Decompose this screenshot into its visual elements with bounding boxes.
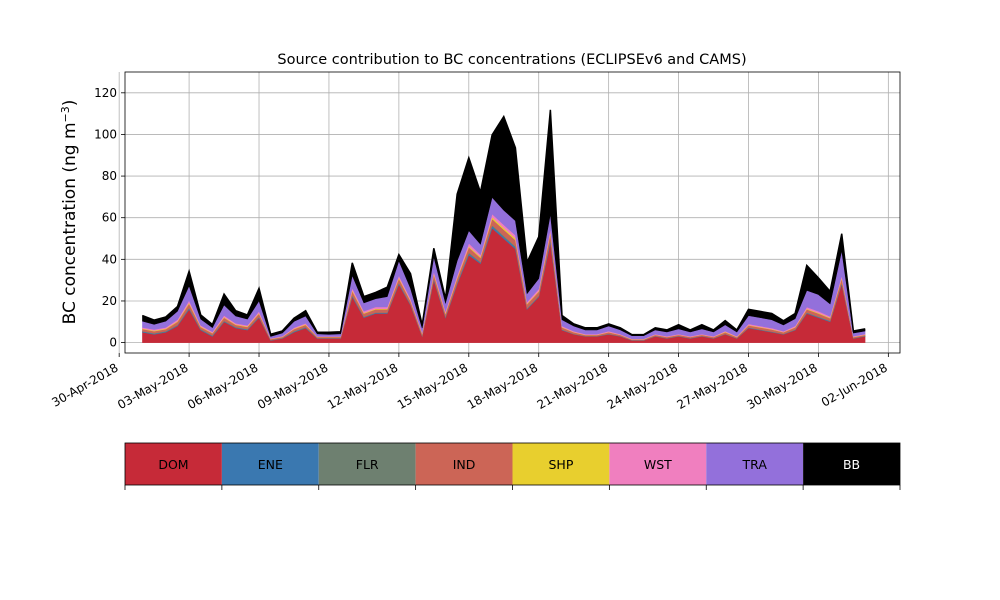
colorbar-swatch-flr (318, 443, 416, 485)
y-tick-label: 20 (102, 294, 117, 308)
y-axis-label-main: BC concentration (ng m (60, 122, 80, 324)
colorbar-label: IND (453, 457, 476, 472)
x-tick-label: 30-May-2018 (744, 360, 819, 412)
x-tick-label: 24-May-2018 (605, 360, 680, 412)
colorbar-swatch-shp (512, 443, 610, 485)
colorbar-label: BB (843, 457, 860, 472)
y-axis-label: BC concentration (ng m−3) (59, 100, 80, 325)
colorbar-label: ENE (258, 457, 283, 472)
colorbar-swatch-dom (125, 443, 222, 485)
colorbar-label: WST (644, 457, 672, 472)
x-tick-label: 30-Apr-2018 (49, 360, 120, 409)
y-tick-label: 100 (94, 127, 117, 141)
colorbar-label: TRA (742, 457, 768, 472)
x-tick-label: 06-May-2018 (185, 360, 260, 412)
colorbar-swatch-ene (221, 443, 319, 485)
x-axis-ticks: 30-Apr-201803-May-201806-May-201809-May-… (49, 353, 890, 412)
y-tick-label: 80 (102, 169, 117, 183)
x-tick-label: 27-May-2018 (675, 360, 750, 412)
colorbar-swatch-bb (803, 443, 900, 485)
total-outline (142, 109, 866, 336)
plot-frame (124, 71, 901, 354)
colorbar-swatch-ind (415, 443, 513, 485)
y-tick-label: 0 (109, 336, 117, 350)
y-tick-label: 40 (102, 252, 117, 266)
x-tick-label: 15-May-2018 (395, 360, 470, 412)
x-tick-label: 12-May-2018 (325, 360, 400, 412)
chart-title: Source contribution to BC concentrations… (277, 52, 746, 68)
colorbar-label: DOM (158, 457, 188, 472)
y-tick-label: 60 (102, 211, 117, 225)
y-axis-label-close: ) (60, 100, 80, 107)
stacked-area-layers (142, 109, 866, 343)
source-colorbar-legend: DOM ENE FLR IND SHP WST TRA BB (124, 442, 901, 490)
x-tick-label: 09-May-2018 (255, 360, 330, 412)
x-tick-label: 21-May-2018 (535, 360, 610, 412)
x-tick-label: 02-Jun-2018 (819, 360, 890, 409)
y-tick-label: 120 (94, 86, 117, 100)
y-axis-label-unit-exponent: −3 (59, 106, 72, 122)
x-tick-label: 03-May-2018 (115, 360, 190, 412)
y-axis-ticks: 0 20 40 60 80 100 120 (94, 86, 125, 350)
colorbar-label: FLR (356, 457, 379, 472)
x-tick-label: 18-May-2018 (465, 360, 540, 412)
colorbar-swatch-tra (706, 443, 804, 485)
colorbar-label: SHP (549, 457, 574, 472)
colorbar-swatch-wst (609, 443, 707, 485)
